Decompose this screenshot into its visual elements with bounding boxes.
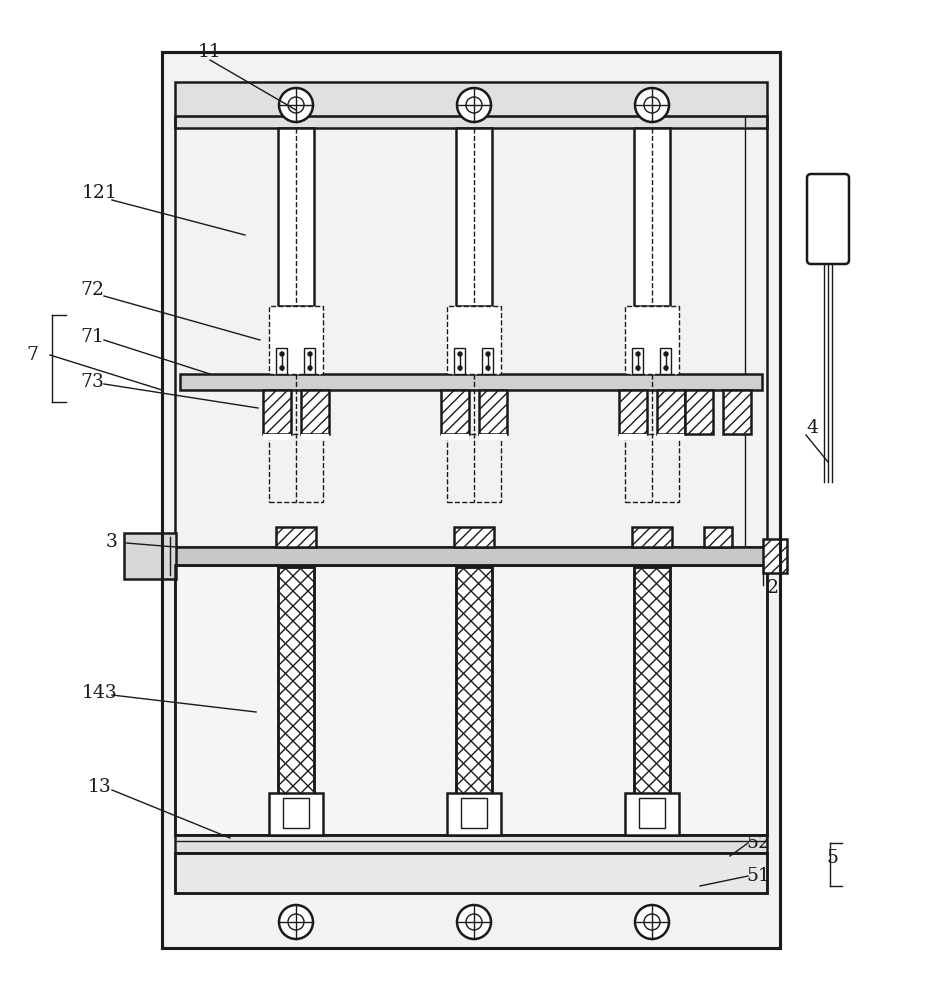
Circle shape bbox=[457, 88, 490, 122]
Bar bbox=[619, 390, 646, 434]
Bar bbox=[301, 390, 328, 434]
Bar bbox=[175, 853, 766, 893]
Bar bbox=[263, 390, 290, 434]
Bar bbox=[482, 348, 493, 374]
Bar bbox=[175, 547, 766, 565]
Circle shape bbox=[280, 366, 284, 370]
Bar bbox=[455, 567, 491, 795]
Bar bbox=[639, 798, 664, 828]
Bar bbox=[305, 348, 315, 374]
Text: 7: 7 bbox=[26, 346, 38, 364]
Bar bbox=[301, 434, 328, 440]
Bar bbox=[684, 390, 712, 434]
Bar bbox=[446, 306, 501, 374]
Text: 72: 72 bbox=[80, 281, 104, 299]
Circle shape bbox=[644, 914, 660, 930]
Bar bbox=[441, 434, 468, 440]
Text: 4: 4 bbox=[805, 419, 817, 437]
Bar bbox=[283, 798, 308, 828]
Bar bbox=[625, 793, 678, 835]
Bar bbox=[656, 434, 684, 440]
Circle shape bbox=[466, 914, 482, 930]
Circle shape bbox=[288, 97, 304, 113]
Bar bbox=[441, 390, 468, 434]
Bar bbox=[278, 567, 313, 795]
Circle shape bbox=[634, 88, 668, 122]
Bar bbox=[175, 116, 766, 547]
Text: 13: 13 bbox=[88, 778, 111, 796]
Bar bbox=[619, 434, 646, 440]
Bar bbox=[446, 434, 501, 502]
Bar bbox=[633, 567, 669, 795]
Bar bbox=[479, 434, 506, 440]
Bar bbox=[631, 527, 671, 547]
Text: 2: 2 bbox=[766, 579, 778, 597]
Circle shape bbox=[486, 366, 489, 370]
Circle shape bbox=[457, 905, 490, 939]
Text: 71: 71 bbox=[80, 328, 104, 346]
Bar bbox=[704, 527, 731, 547]
Bar bbox=[763, 539, 786, 573]
Bar bbox=[633, 128, 669, 306]
Circle shape bbox=[279, 88, 312, 122]
Bar bbox=[175, 853, 766, 893]
Circle shape bbox=[644, 97, 660, 113]
Bar bbox=[625, 306, 678, 374]
Circle shape bbox=[288, 914, 304, 930]
Bar bbox=[268, 434, 323, 502]
Bar bbox=[479, 390, 506, 434]
Bar bbox=[656, 390, 684, 434]
Bar bbox=[162, 52, 779, 948]
Circle shape bbox=[664, 366, 667, 370]
Bar bbox=[461, 798, 486, 828]
Bar bbox=[175, 565, 766, 835]
Circle shape bbox=[279, 905, 312, 939]
FancyBboxPatch shape bbox=[806, 174, 848, 264]
Bar bbox=[268, 306, 323, 374]
Bar bbox=[723, 390, 750, 434]
Bar bbox=[276, 527, 316, 547]
Text: 3: 3 bbox=[106, 533, 118, 551]
Text: 51: 51 bbox=[745, 867, 769, 885]
Circle shape bbox=[664, 352, 667, 356]
Circle shape bbox=[635, 366, 640, 370]
Text: 52: 52 bbox=[745, 834, 769, 852]
Circle shape bbox=[280, 352, 284, 356]
Text: 11: 11 bbox=[198, 43, 222, 61]
Bar bbox=[263, 434, 290, 440]
Circle shape bbox=[307, 366, 311, 370]
Bar bbox=[455, 128, 491, 306]
Circle shape bbox=[634, 905, 668, 939]
Bar bbox=[278, 128, 313, 306]
Text: 5: 5 bbox=[825, 849, 837, 867]
Bar bbox=[632, 348, 643, 374]
Bar bbox=[175, 835, 766, 853]
Bar bbox=[454, 348, 465, 374]
Bar bbox=[162, 52, 779, 948]
Bar bbox=[180, 374, 762, 390]
Bar bbox=[276, 348, 288, 374]
Bar bbox=[453, 527, 493, 547]
Bar bbox=[660, 348, 671, 374]
Text: 143: 143 bbox=[82, 684, 118, 702]
Circle shape bbox=[466, 97, 482, 113]
Text: 73: 73 bbox=[80, 373, 104, 391]
Bar bbox=[625, 434, 678, 502]
Circle shape bbox=[635, 352, 640, 356]
Circle shape bbox=[458, 352, 462, 356]
Bar bbox=[124, 533, 176, 579]
Bar bbox=[175, 565, 766, 835]
Bar bbox=[446, 793, 501, 835]
Circle shape bbox=[486, 352, 489, 356]
Bar bbox=[268, 793, 323, 835]
Bar bbox=[633, 567, 669, 795]
Bar bbox=[175, 82, 766, 128]
Circle shape bbox=[458, 366, 462, 370]
Bar bbox=[455, 567, 491, 795]
Text: 121: 121 bbox=[82, 184, 118, 202]
Circle shape bbox=[307, 352, 311, 356]
Bar bbox=[278, 567, 313, 795]
